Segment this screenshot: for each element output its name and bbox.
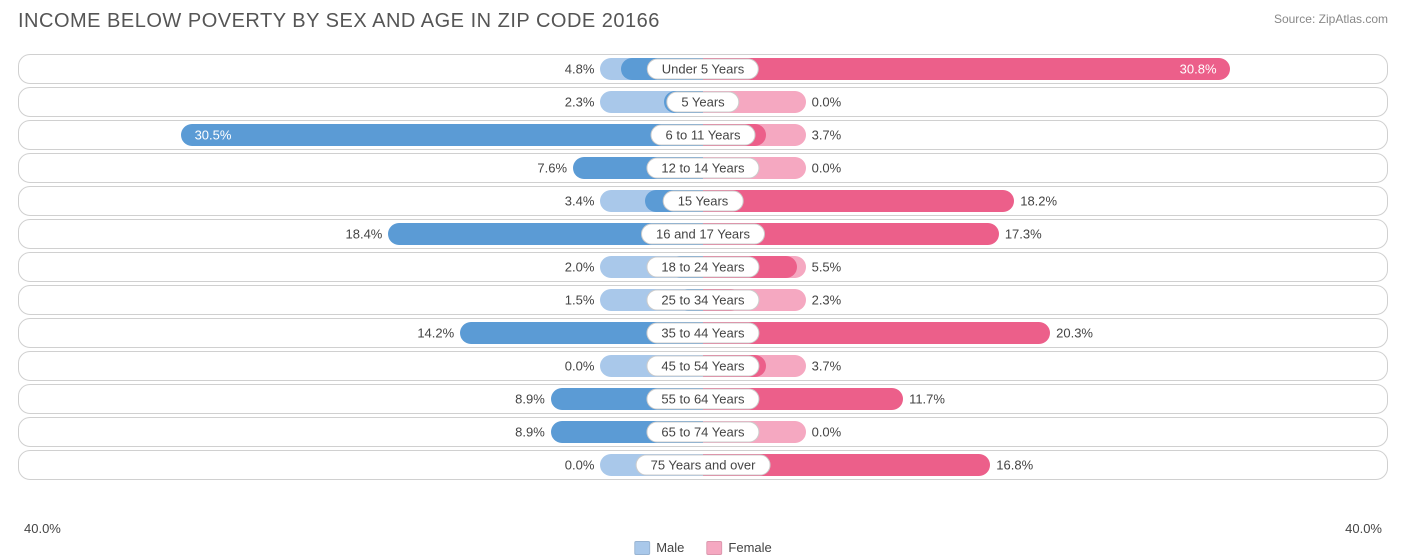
value-label-female: 16.8% [996, 458, 1033, 473]
chart-source: Source: ZipAtlas.com [1274, 12, 1388, 26]
category-label: 5 Years [666, 92, 739, 113]
axis-labels: 40.0% 40.0% [18, 521, 1388, 537]
value-label-female: 0.0% [812, 95, 842, 110]
category-label: 6 to 11 Years [651, 125, 756, 146]
category-label: 15 Years [663, 191, 744, 212]
chart-row: 6 to 11 Years 30.5% 3.7% [18, 120, 1388, 150]
category-label: 65 to 74 Years [646, 422, 759, 443]
category-label: 55 to 64 Years [646, 389, 759, 410]
bar-female [703, 190, 1014, 212]
chart-row: 65 to 74 Years 8.9% 0.0% [18, 417, 1388, 447]
value-label-female: 0.0% [812, 161, 842, 176]
value-label-male: 8.9% [515, 425, 545, 440]
chart-row: 5 Years 2.3% 0.0% [18, 87, 1388, 117]
chart-row: 12 to 14 Years 7.6% 0.0% [18, 153, 1388, 183]
category-label: 16 and 17 Years [641, 224, 765, 245]
diverging-bar-chart: Under 5 Years 4.8% 30.8% 5 Years 2.3% 0.0% 6 t… [18, 54, 1388, 517]
legend-label-male: Male [656, 540, 684, 555]
value-label-female: 5.5% [812, 260, 842, 275]
value-label-male: 2.3% [565, 95, 595, 110]
value-label-female: 3.7% [812, 359, 842, 374]
category-label: 45 to 54 Years [646, 356, 759, 377]
value-label-male: 30.5% [195, 128, 232, 143]
value-label-female: 3.7% [812, 128, 842, 143]
legend-item-female: Female [706, 540, 771, 555]
value-label-female: 11.7% [909, 392, 945, 407]
value-label-male: 8.9% [515, 392, 545, 407]
axis-left-label: 40.0% [24, 521, 61, 536]
category-label: 35 to 44 Years [646, 323, 759, 344]
chart-row: Under 5 Years 4.8% 30.8% [18, 54, 1388, 84]
value-label-female: 30.8% [1180, 62, 1217, 77]
category-label: 18 to 24 Years [646, 257, 759, 278]
chart-row: 16 and 17 Years 18.4% 17.3% [18, 219, 1388, 249]
legend: Male Female [634, 540, 772, 555]
value-label-female: 18.2% [1020, 194, 1057, 209]
chart-row: 45 to 54 Years 0.0% 3.7% [18, 351, 1388, 381]
bar-male [181, 124, 703, 146]
value-label-female: 0.0% [812, 425, 842, 440]
value-label-male: 14.2% [417, 326, 454, 341]
axis-right-label: 40.0% [1345, 521, 1382, 536]
value-label-male: 4.8% [565, 62, 595, 77]
chart-row: 18 to 24 Years 2.0% 5.5% [18, 252, 1388, 282]
value-label-male: 3.4% [565, 194, 595, 209]
value-label-male: 0.0% [565, 359, 595, 374]
value-label-male: 0.0% [565, 458, 595, 473]
chart-title: INCOME BELOW POVERTY BY SEX AND AGE IN Z… [18, 10, 660, 33]
value-label-male: 18.4% [346, 227, 383, 242]
chart-row: 75 Years and over 0.0% 16.8% [18, 450, 1388, 480]
category-label: 12 to 14 Years [646, 158, 759, 179]
chart-row: 15 Years 3.4% 18.2% [18, 186, 1388, 216]
value-label-female: 2.3% [812, 293, 842, 308]
chart-row: 35 to 44 Years 14.2% 20.3% [18, 318, 1388, 348]
value-label-male: 2.0% [565, 260, 595, 275]
chart-row: 55 to 64 Years 8.9% 11.7% [18, 384, 1388, 414]
category-label: 75 Years and over [636, 455, 771, 476]
legend-label-female: Female [728, 540, 771, 555]
value-label-male: 7.6% [537, 161, 567, 176]
legend-swatch-female [706, 541, 722, 555]
legend-item-male: Male [634, 540, 684, 555]
legend-swatch-male [634, 541, 650, 555]
bar-female [703, 58, 1230, 80]
value-label-female: 17.3% [1005, 227, 1042, 242]
value-label-male: 1.5% [565, 293, 595, 308]
category-label: 25 to 34 Years [646, 290, 759, 311]
value-label-female: 20.3% [1056, 326, 1093, 341]
chart-row: 25 to 34 Years 1.5% 2.3% [18, 285, 1388, 315]
category-label: Under 5 Years [647, 59, 759, 80]
